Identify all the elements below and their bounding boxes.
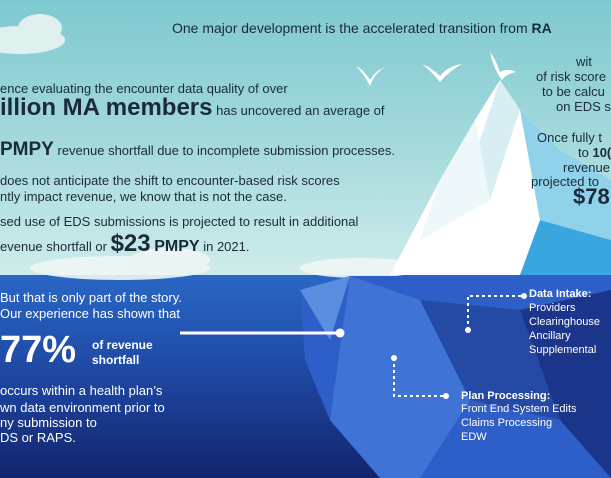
pmpy-small-highlight: PMPY [154, 238, 200, 255]
connector-lines [180, 295, 524, 397]
right-text-6: to 10( [578, 145, 611, 160]
cloud-bottom [30, 248, 420, 280]
lower-text-4: wn data environment prior to [0, 400, 165, 415]
right-text-1: wit [576, 54, 592, 69]
upper-text-7-tail: in 2021. [203, 239, 250, 254]
upper-text-2: illion MA members has uncovered an avera… [0, 94, 385, 122]
data-intake-item: Providers [529, 302, 576, 314]
right-text-3: to be calcu [542, 84, 605, 99]
stat-label-2: shortfall [92, 353, 140, 367]
data-intake-item: Clearinghouse [529, 316, 600, 328]
data-intake-title: Data Intake: [529, 288, 592, 300]
pmpy-highlight: PMPY [0, 139, 54, 160]
upper-text-2-tail: has uncovered an average of [216, 103, 385, 118]
upper-text-4: does not anticipate the shift to encount… [0, 173, 340, 188]
right-text-4: on EDS s [556, 99, 611, 114]
lower-text-6: DS or RAPS. [0, 430, 76, 445]
data-intake-item: Supplemental [529, 344, 597, 356]
lower-text-5: ny submission to [0, 415, 97, 430]
plan-processing-item: Claims Processing [461, 417, 553, 429]
data-intake-item: Ancillary [529, 330, 571, 342]
upper-text-5: ntly impact revenue, we know that is not… [0, 189, 287, 204]
plan-processing-title: Plan Processing: [461, 390, 551, 402]
right-text-8: projected to [531, 174, 599, 189]
members-highlight: illion MA members [0, 94, 213, 121]
lower-text-3: occurs within a health plan’s [0, 383, 163, 398]
lower-text-1: But that is only part of the story. [0, 290, 182, 305]
plan-processing-item: EDW [461, 431, 487, 443]
right-big-value: $78 [573, 184, 610, 209]
cloud-left [0, 14, 65, 54]
stat-value: 77% [0, 329, 77, 371]
upper-text-3: PMPY revenue shortfall due to incomplete… [0, 139, 395, 161]
dollar-highlight: $23 [110, 230, 151, 257]
upper-text-7: evenue shortfall or $23 PMPY in 2021. [0, 230, 249, 258]
right-text-2: of risk score [536, 69, 607, 84]
lower-text-2: Our experience has shown that [0, 306, 180, 321]
stat-label-1: of revenue [92, 338, 153, 352]
connector-dot [335, 328, 345, 338]
upper-text-6: sed use of EDS submissions is projected … [0, 214, 359, 229]
right-text-6-bold: 10( [592, 145, 611, 160]
right-text-6-prefix: to [578, 145, 593, 160]
upper-text-7-prefix: evenue shortfall or [0, 239, 111, 254]
bird-icons [356, 52, 516, 86]
right-text-5: Once fully t [537, 130, 603, 145]
header-line: One major development is the accelerated… [172, 20, 552, 36]
right-text-7: revenue [563, 160, 610, 175]
header-bold-text: RA [531, 20, 552, 36]
upper-text-3-tail: revenue shortfall due to incomplete subm… [57, 143, 395, 158]
plan-processing-item: Front End System Edits [461, 403, 577, 415]
upper-text-1: ence evaluating the encounter data quali… [0, 81, 288, 96]
header-text: One major development is the accelerated… [172, 20, 532, 36]
